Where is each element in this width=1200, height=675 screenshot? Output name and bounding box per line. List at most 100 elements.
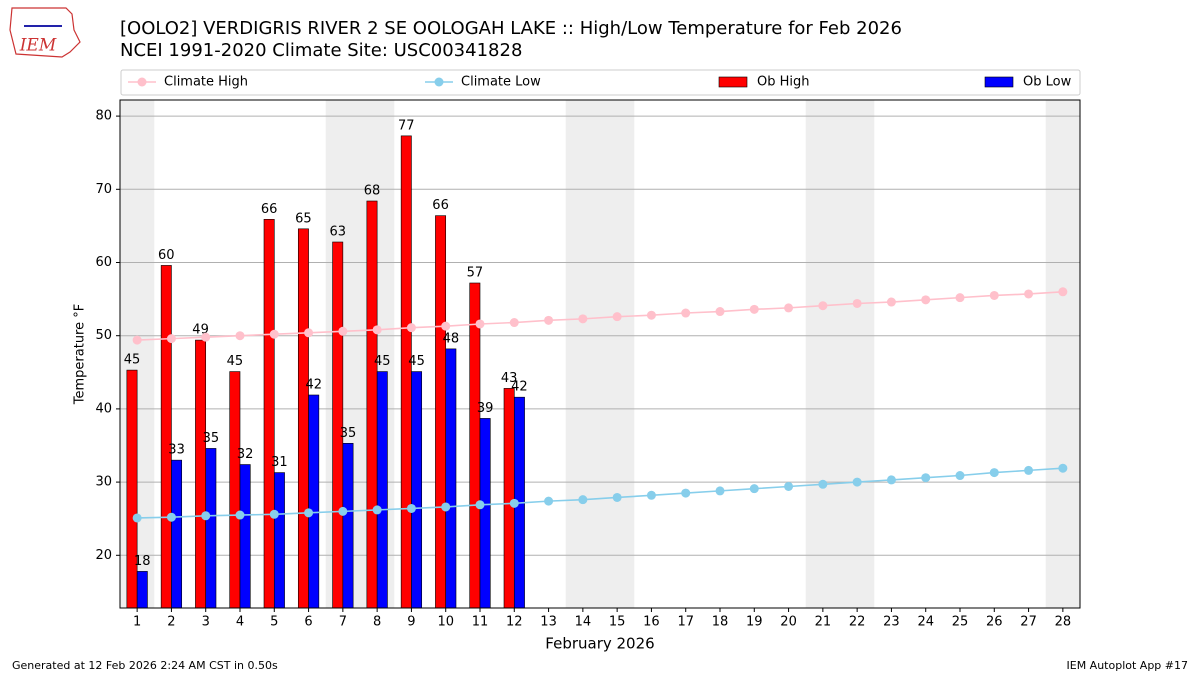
x-tick-label: 25 [952,615,969,630]
x-tick-label: 15 [609,615,626,630]
x-tick-label: 18 [712,615,729,630]
bar [171,459,183,609]
y-tick-label: 60 [95,255,112,270]
legend-marker [137,77,147,87]
data-label: 42 [511,380,528,395]
point [989,290,999,300]
data-label: 68 [364,184,381,199]
x-tick-label: 11 [472,615,489,630]
bar [411,371,423,609]
bar [469,282,481,609]
bar [400,135,412,609]
point [166,512,176,522]
point [1024,289,1034,299]
point [201,511,211,521]
point [372,505,382,515]
weekend-shade [1045,100,1080,608]
point [921,473,931,483]
point [304,508,314,518]
point [818,479,828,489]
point [338,506,348,516]
chart-subtitle: NCEI 1991-2020 Climate Site: USC00341828 [120,40,522,61]
point [646,310,656,320]
bar [205,448,217,609]
point [784,481,794,491]
legend-label: Ob High [757,75,810,90]
line [137,290,1063,341]
x-tick-label: 28 [1055,615,1072,630]
point [1058,287,1068,297]
point [989,468,999,478]
point [886,475,896,485]
data-label: 45 [124,353,141,368]
x-tick-label: 20 [780,615,797,630]
point [304,328,314,338]
x-tick-label: 9 [407,615,415,630]
point [715,486,725,496]
x-tick-label: 26 [986,615,1003,630]
x-tick-label: 22 [849,615,866,630]
weekend-shade [840,100,875,608]
point [852,477,862,487]
point [509,318,519,328]
point [578,495,588,505]
x-tick-label: 16 [643,615,660,630]
x-tick-label: 13 [540,615,557,630]
bar [297,228,309,609]
y-axis-label: Temperature °F [73,304,88,405]
weekend-shade [565,100,600,608]
y-tick-label: 30 [95,475,112,490]
point [1024,465,1034,475]
logo-text: IEM [19,36,57,56]
point [475,500,485,510]
bar [376,371,388,609]
point [406,503,416,513]
logo-outline [9,7,81,58]
point [955,471,965,481]
x-tick-label: 6 [304,615,312,630]
point [818,301,828,311]
x-tick-label: 24 [917,615,934,630]
x-tick-label: 2 [167,615,175,630]
data-label: 66 [432,198,449,213]
point [269,329,279,339]
x-tick-label: 8 [373,615,381,630]
bar [239,464,251,609]
point [955,293,965,303]
bar [342,443,354,609]
point [1058,463,1068,473]
data-label: 33 [168,443,185,458]
bar [435,215,447,609]
x-tick-label: 10 [437,615,454,630]
point [406,323,416,333]
x-tick-label: 19 [746,615,763,630]
bar [273,472,285,609]
weekend-shade [600,100,635,608]
x-tick-label: 17 [677,615,694,630]
legend-marker [434,77,444,87]
data-label: 31 [271,455,288,470]
point [681,488,691,498]
chart-title: [OOLO2] VERDIGRIS RIVER 2 SE OOLOGAH LAK… [120,18,902,39]
x-tick-label: 4 [236,615,244,630]
point [578,314,588,324]
x-tick-label: 23 [883,615,900,630]
point [509,498,519,508]
y-tick-label: 80 [95,109,112,124]
bar [263,219,275,609]
data-label: 45 [227,354,244,369]
bar [308,394,320,609]
data-label: 43 [501,371,518,386]
point [544,496,554,506]
footer-right: IEM Autoplot App #17 [1067,659,1189,672]
point [784,303,794,313]
point [235,331,245,341]
point [544,315,554,325]
point [441,502,451,512]
x-tick-label: 5 [270,615,278,630]
bar [503,388,515,609]
point [886,297,896,307]
legend-swatch [984,76,1014,88]
data-label: 32 [237,447,254,462]
legend-box [120,69,1081,96]
